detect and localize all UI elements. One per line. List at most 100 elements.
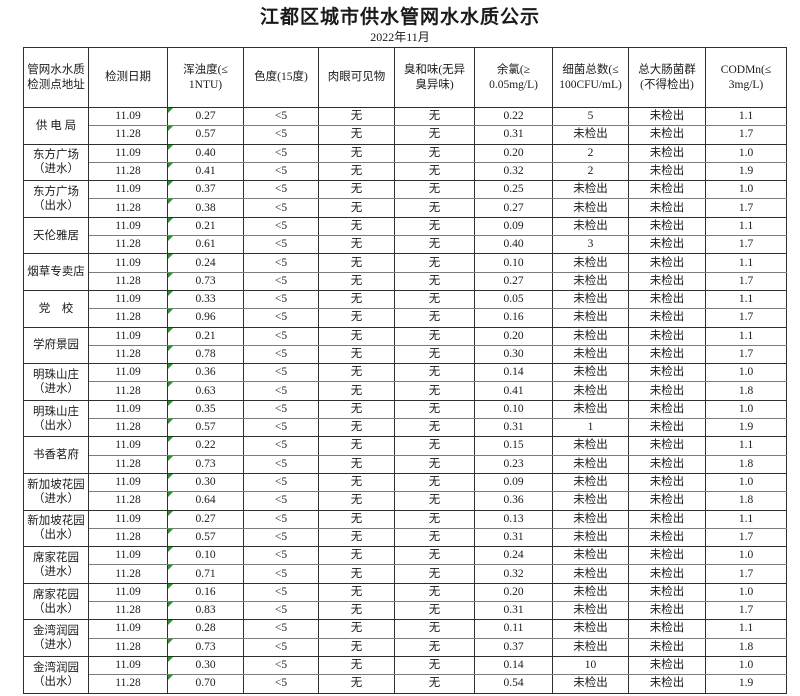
header-turbidity: 浑浊度(≤ 1NTU): [167, 47, 244, 108]
coliform-cell: 未检出: [628, 161, 706, 182]
cell-value: 无: [428, 439, 441, 452]
cell-value: 0.27: [503, 274, 524, 287]
odor-taste-cell: 无: [394, 308, 475, 328]
odor-taste-cell: 无: [394, 289, 475, 310]
coliform-cell: 未检出: [628, 326, 706, 346]
cell-value: <5: [274, 494, 288, 507]
page-subtitle: 2022年11月: [370, 30, 430, 44]
cell-value: 0.78: [195, 348, 216, 360]
cell-value: 1.7: [738, 604, 754, 617]
residual-chlorine-cell: 0.40: [474, 235, 553, 255]
cell-value: 未检出: [649, 402, 685, 415]
cell-value: 0.71: [195, 567, 216, 580]
residual-chlorine-cell: 0.27: [474, 198, 553, 218]
bacteria-count-cell: 未检出: [552, 674, 629, 694]
date-cell: 11.09: [88, 509, 168, 529]
cell-value: 未检出: [649, 201, 685, 214]
cell-value: 0.30: [195, 476, 216, 489]
cell-value: 0.64: [195, 494, 216, 507]
cell-value: 无: [350, 457, 363, 470]
chroma-cell: <5: [243, 235, 319, 255]
chroma-cell: <5: [243, 106, 319, 127]
cell-value: 0.70: [195, 677, 216, 690]
cell-value: 未检出: [573, 530, 608, 543]
coliform-cell: 未检出: [628, 180, 706, 200]
cell-value: 未检出: [649, 219, 685, 232]
cell-value: 1.7: [738, 128, 754, 141]
cell-value: 0.10: [503, 256, 524, 269]
location-cell: 供 电 局: [23, 107, 89, 145]
chroma-cell: <5: [243, 381, 319, 401]
odor-taste-cell: 无: [394, 143, 475, 163]
cell-value: 0.40: [195, 146, 216, 159]
text-as-number-flag-icon: [168, 346, 173, 351]
cell-value: 0.25: [503, 183, 524, 196]
cell-value: 0.13: [503, 512, 524, 525]
bacteria-count-cell: 未检出: [552, 363, 629, 383]
residual-chlorine-cell: 0.41: [474, 381, 553, 401]
header-odor-taste: 臭和味(无异 臭异味): [394, 47, 475, 108]
cell-value: 0.15: [503, 439, 524, 452]
odor-taste-cell: 无: [394, 381, 475, 401]
bacteria-count-cell: 5: [552, 106, 629, 127]
cell-value: 未检出: [573, 567, 608, 580]
cell-value: 未检出: [649, 512, 685, 525]
cell-value: 未检出: [573, 329, 608, 342]
date-cell: 11.28: [88, 674, 168, 694]
table-row: 学府景园 11.09 0.21 <5 无无 0.20 未检出 未检出 1.1: [23, 326, 787, 365]
turbidity-cell: 0.10: [167, 546, 244, 566]
date-cell: 11.09: [88, 655, 168, 676]
cell-value: 未检出: [573, 494, 608, 507]
table-row: 11.28 0.63 <5 无 无 0.41 未检出 未检出 1.8: [24, 381, 787, 401]
cell-value: 未检出: [649, 110, 685, 123]
codmn-cell: 1.8: [705, 381, 787, 401]
cell-value: 0.27: [503, 201, 524, 214]
table-row: 席家花园 （进水） 11.09 0.10 <5 无无 0.24 未检出 未检出 1.0: [23, 546, 787, 584]
header-coliform: 总大肠菌群 (不得检出): [628, 47, 706, 108]
cell-value: 0.20: [503, 585, 524, 598]
chroma-cell: <5: [243, 674, 319, 694]
cell-value: 未检出: [649, 311, 685, 324]
cell-value: 无: [350, 659, 363, 672]
visible-matter-cell: 无: [318, 363, 395, 383]
cell-value: 无: [350, 567, 363, 580]
bacteria-count-cell: 未检出: [552, 180, 629, 200]
cell-value: 1.0: [738, 549, 754, 562]
text-as-number-flag-icon: [168, 200, 173, 205]
turbidity-cell: 0.27: [167, 106, 244, 127]
cell-value: 1.8: [738, 457, 754, 470]
table-row: 东方广场 （出水） 11.09 0.37 <5 无无 0.25 未检出 未检出 1.0: [23, 180, 787, 218]
cell-value: <5: [274, 219, 288, 232]
cell-value: <5: [274, 402, 288, 415]
visible-matter-cell: 无: [318, 546, 395, 566]
coliform-cell: 未检出: [628, 271, 706, 291]
date-cell: 11.28: [88, 198, 168, 218]
cell-value: 无: [428, 567, 441, 580]
chroma-cell: <5: [243, 271, 319, 291]
residual-chlorine-cell: 0.31: [474, 601, 553, 621]
bacteria-count-cell: 未检出: [552, 491, 629, 511]
turbidity-cell: 0.73: [167, 454, 244, 474]
cell-value: 0.63: [195, 384, 216, 397]
cell-value: 未检出: [573, 384, 608, 397]
residual-chlorine-cell: 0.20: [474, 143, 553, 163]
visible-matter-cell: 无: [318, 491, 395, 511]
date-cell: 11.09: [88, 399, 168, 420]
cell-value: 未检出: [573, 476, 608, 489]
table-row: 11.28 0.73 <5 无 无 0.37 未检出 未检出 1.8: [24, 637, 787, 657]
cell-value: 未检出: [649, 146, 685, 159]
chroma-cell: <5: [243, 637, 319, 657]
bacteria-count-cell: 1: [552, 418, 629, 438]
cell-value: 无: [350, 549, 363, 562]
table-row: 东方广场 （进水） 11.09 0.40 <5 无无 0.20 2 未检出 1.0: [23, 143, 787, 182]
table-row: 11.28 0.38 <5 无 无 0.27 未检出 未检出 1.7: [24, 198, 787, 218]
odor-taste-cell: 无: [394, 582, 475, 603]
cell-value: 0.36: [503, 494, 524, 507]
date-cell: 11.09: [88, 619, 168, 639]
codmn-cell: 1.7: [705, 198, 787, 218]
table-row: 11.28 0.57 <5 无 无 0.31 未检出 未检出 1.7: [24, 527, 787, 548]
coliform-cell: 未检出: [628, 289, 706, 310]
odor-taste-cell: 无: [394, 491, 475, 511]
cell-value: 0.14: [503, 659, 524, 672]
odor-taste-cell: 无: [394, 564, 475, 584]
